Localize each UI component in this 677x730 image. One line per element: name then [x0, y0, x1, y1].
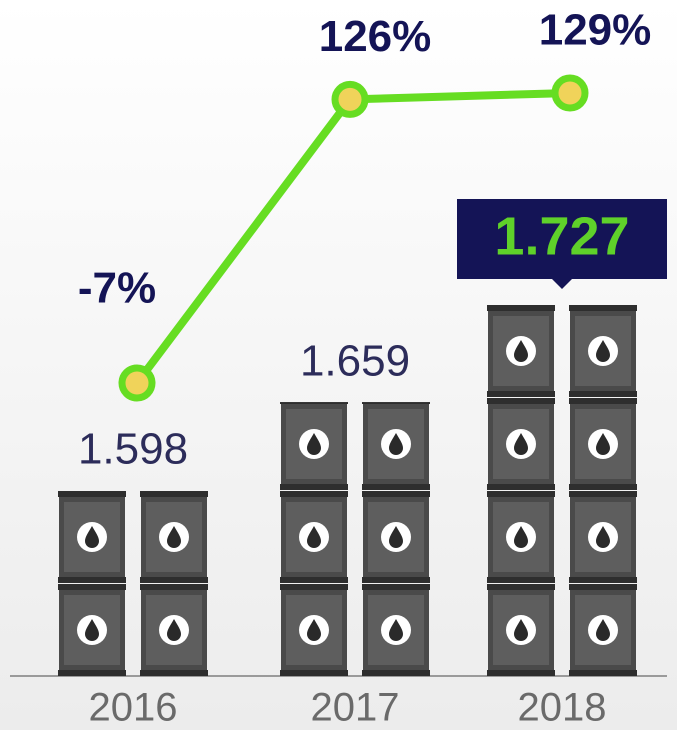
bar-value-label: 1.727	[494, 206, 629, 266]
line-value-label: 129%	[539, 6, 652, 55]
line-point	[331, 80, 369, 118]
bar	[280, 402, 430, 676]
bar	[58, 490, 208, 676]
line-point	[551, 74, 589, 112]
bar-value-label: 1.598	[78, 425, 188, 474]
bar	[487, 304, 637, 676]
line-value-label: 126%	[319, 12, 432, 61]
x-tick-label: 2016	[89, 686, 178, 730]
x-tick-label: 2018	[518, 686, 607, 730]
line-value-label: -7%	[78, 264, 156, 313]
highlight-box	[457, 199, 667, 289]
x-tick-label: 2017	[311, 686, 400, 730]
line-point	[118, 364, 156, 402]
bar-value-label: 1.659	[300, 337, 410, 386]
